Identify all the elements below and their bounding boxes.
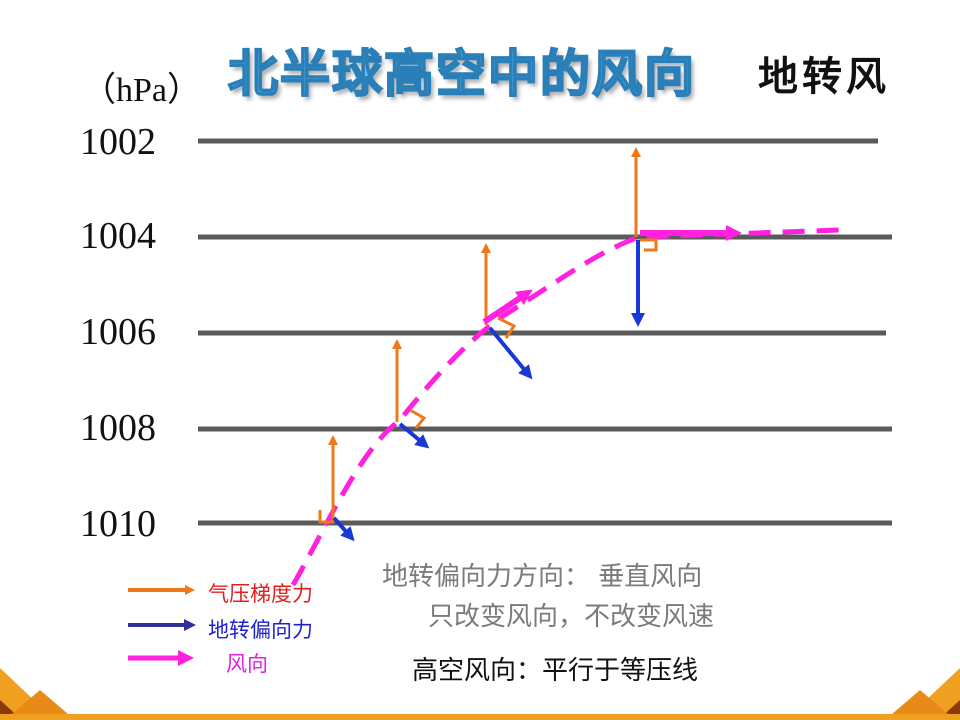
corner-decoration-left — [0, 668, 75, 720]
isobar-lines — [198, 138, 892, 526]
legend-arrows — [128, 585, 196, 666]
slide-title: 北半球高空中的风向 — [227, 44, 696, 104]
bottom-bar — [0, 714, 960, 720]
wind-arrow-1 — [482, 289, 533, 325]
isobar-label-1008: 1008 — [80, 407, 156, 449]
pressure-unit-label: （hPa） — [82, 72, 201, 109]
coriolis-arrow-1 — [332, 516, 355, 542]
legend-label-coriolis: 地转偏向力 — [208, 618, 313, 642]
note-upper-air-wind: 高空风向：平行于等压线 — [412, 656, 699, 686]
wind-arrows — [482, 225, 742, 325]
isobar-label-1010: 1010 — [80, 503, 156, 545]
corner-decoration-right — [885, 668, 960, 720]
isobar-label-1006: 1006 — [80, 311, 156, 353]
wind-direction-curve — [290, 227, 841, 587]
coriolis-arrows — [332, 240, 645, 542]
isobar-label-1002: 1002 — [80, 121, 156, 163]
coriolis-arrow-3 — [488, 326, 533, 380]
slide-subtitle: 地转风 — [758, 53, 890, 100]
note-coriolis-direction: 地转偏向力方向： 垂直风向 — [382, 562, 703, 592]
pressure-gradient-arrows — [328, 147, 641, 522]
note-coriolis-effect: 只改变风向，不改变风速 — [428, 602, 715, 632]
legend-label-pressure-gradient: 气压梯度力 — [208, 582, 313, 606]
isobar-label-1004: 1004 — [80, 215, 156, 257]
legend-label-wind: 风向 — [226, 652, 268, 676]
coriolis-arrow-2 — [398, 422, 430, 449]
right-angle-marks — [318, 238, 658, 524]
